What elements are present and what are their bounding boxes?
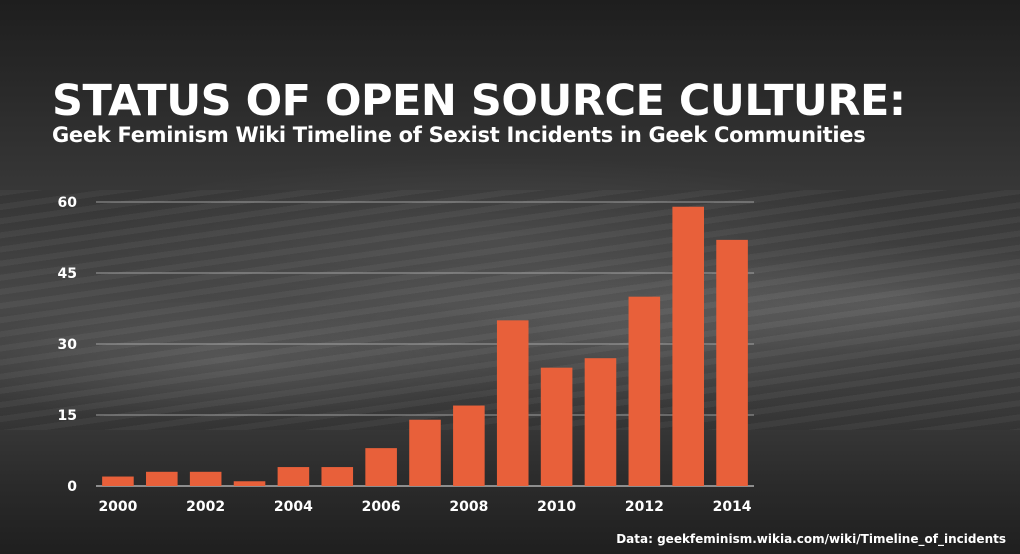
bar-2014: [716, 239, 748, 486]
bar-2008: [453, 405, 485, 486]
bar-2010: [540, 367, 573, 486]
bars: [102, 206, 748, 486]
bar-2013: [672, 206, 704, 486]
bar-2009: [496, 320, 529, 486]
y-tick-label: 15: [58, 408, 77, 424]
slide-subtitle: Geek Feminism Wiki Timeline of Sexist In…: [52, 123, 866, 147]
bar-2011: [584, 358, 617, 486]
data-source-note: Data: geekfeminism.wikia.com/wiki/Timeli…: [616, 532, 1006, 546]
x-axis-ticks: 2000 2002 2004 2006 2008 2010 2012 2014: [98, 499, 751, 515]
bar-2000: [102, 476, 134, 486]
y-axis-ticks: 0 15 30 45 60: [58, 195, 78, 495]
y-tick-label: 30: [58, 337, 78, 353]
slide-title: STATUS OF OPEN SOURCE CULTURE:: [52, 76, 906, 126]
x-tick-label: 2002: [186, 499, 225, 515]
x-tick-label: 2004: [274, 499, 313, 515]
bar-2007: [409, 419, 441, 486]
x-tick-label: 2006: [362, 499, 401, 515]
bar-2005: [321, 467, 354, 486]
x-tick-label: 2008: [449, 499, 488, 515]
bar-2012: [628, 296, 661, 486]
bar-2004: [277, 467, 310, 486]
y-tick-label: 45: [58, 266, 77, 282]
x-tick-label: 2012: [625, 499, 664, 515]
bar-2001: [146, 471, 178, 486]
x-tick-label: 2010: [537, 499, 576, 515]
y-tick-label: 0: [67, 479, 77, 495]
x-tick-label: 2014: [713, 499, 752, 515]
bar-2003: [233, 481, 266, 486]
bar-2002: [189, 471, 222, 486]
y-tick-label: 60: [58, 195, 78, 211]
x-tick-label: 2000: [98, 499, 137, 515]
bar-2006: [365, 448, 397, 486]
